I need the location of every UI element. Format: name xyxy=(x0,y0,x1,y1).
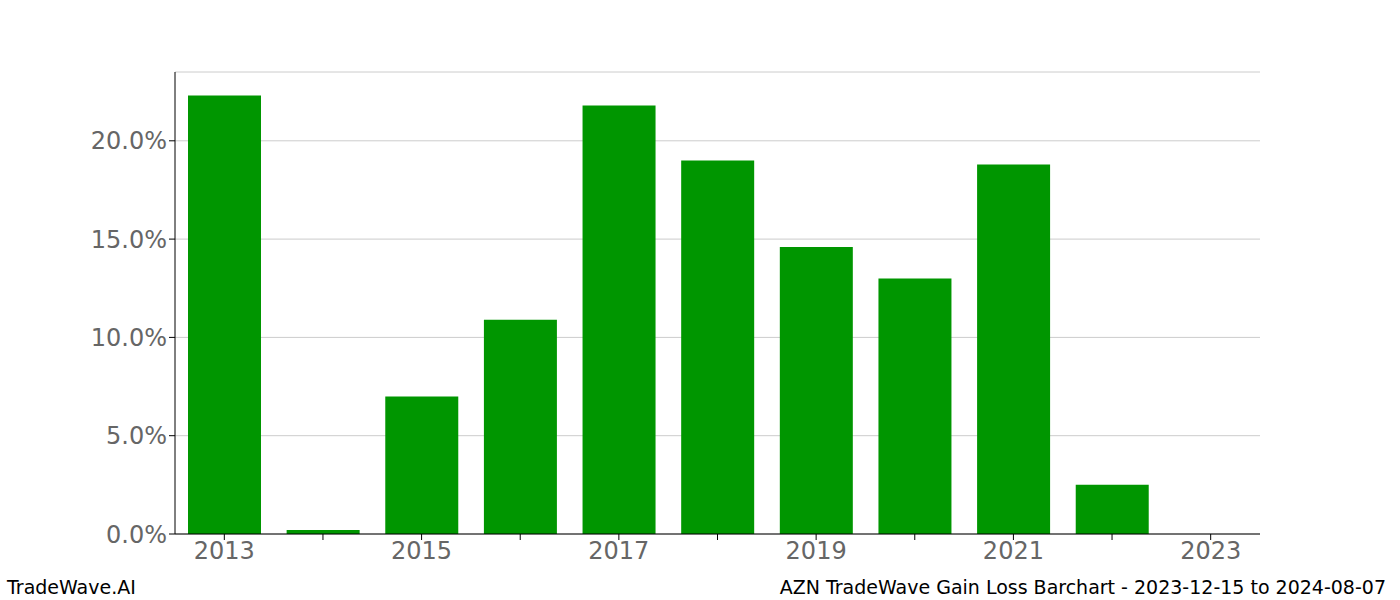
html-text:AZN TradeWave Gain Loss Barcha: AZN TradeWave Gain Loss Barchart - 2023-… xyxy=(779,576,1386,598)
svg-text:2021: 2021 xyxy=(983,537,1044,565)
svg-text:2015: 2015 xyxy=(391,537,452,565)
svg-text:20.0%: 20.0% xyxy=(91,127,167,155)
svg-text:2013: 2013 xyxy=(194,537,255,565)
svg-text:2023: 2023 xyxy=(1180,537,1241,565)
svg-text:2019: 2019 xyxy=(786,537,847,565)
svg-text:2017: 2017 xyxy=(588,537,649,565)
svg-text:15.0%: 15.0% xyxy=(91,226,167,254)
html-text:TradeWave.AI: TradeWave.AI xyxy=(7,576,136,598)
svg-text:10.0%: 10.0% xyxy=(91,324,167,352)
svg-text:0.0%: 0.0% xyxy=(106,521,167,549)
svg-text:5.0%: 5.0% xyxy=(106,422,167,450)
